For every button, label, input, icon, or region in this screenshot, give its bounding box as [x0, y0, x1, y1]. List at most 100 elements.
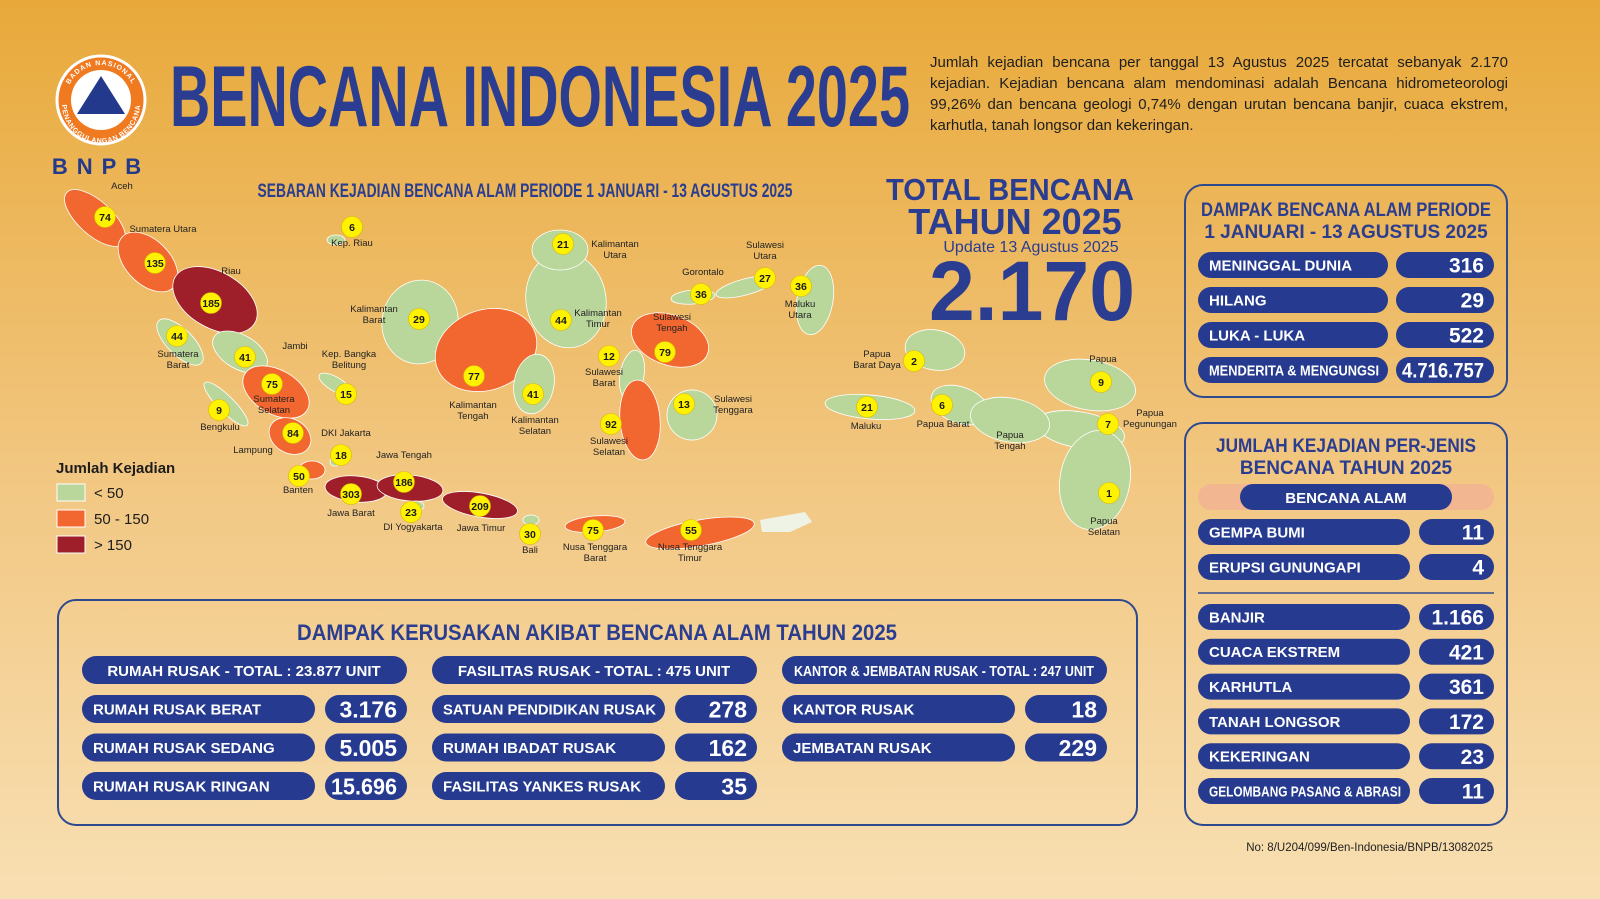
- row-value-pill: [1419, 708, 1494, 735]
- count-label: 9: [1098, 377, 1104, 389]
- province-label: Jawa Barat: [327, 508, 375, 519]
- row-value: 35: [721, 773, 747, 799]
- impact-title: DAMPAK BENCANA ALAM PERIODE: [1201, 200, 1491, 221]
- row-label-pill: [1198, 638, 1410, 665]
- count-label: 36: [695, 289, 707, 301]
- count-label: 75: [587, 525, 599, 537]
- row-value-pill: [1419, 554, 1494, 580]
- count-badge: [598, 345, 620, 367]
- province-label-line: Maluku: [785, 299, 816, 310]
- row-value-pill: [675, 695, 757, 723]
- row-value-pill: [1419, 778, 1494, 804]
- row-value-pill: [675, 772, 757, 800]
- events-subheader: BENCANA ALAM: [1285, 490, 1406, 507]
- row-value-pill: [1419, 743, 1494, 770]
- count-badge: [1097, 413, 1119, 435]
- province-label: Papua Barat Daya: [853, 349, 901, 371]
- row-label-pill: [82, 695, 315, 723]
- province-label: Papua: [1089, 354, 1117, 365]
- row-value: 29: [1461, 290, 1484, 313]
- row-label-pill: [1198, 673, 1410, 700]
- province-label-line: Sulawesi: [746, 240, 784, 251]
- province-label: DI Yogyakarta: [383, 522, 443, 533]
- row-label-pill: [1198, 322, 1388, 348]
- province-label: Riau: [221, 266, 241, 277]
- count-label: 44: [555, 315, 567, 327]
- count-label: 9: [216, 405, 222, 417]
- count-label: 84: [287, 428, 299, 440]
- impact-title: 1 JANUARI - 13 AGUSTUS 2025: [1204, 222, 1488, 243]
- events-title: BENCANA TAHUN 2025: [1240, 458, 1453, 479]
- count-badge: [144, 252, 166, 274]
- province-label: Sumatera Utara: [129, 224, 197, 235]
- row-value-pill: [1419, 604, 1494, 630]
- count-label: 13: [678, 399, 690, 411]
- count-label: 12: [603, 351, 615, 363]
- count-badge: [856, 396, 878, 418]
- province-label: Jawa Timur: [457, 523, 506, 534]
- province-label-line: Barat: [167, 360, 190, 371]
- province-label-line: Nusa Tenggara: [563, 542, 628, 553]
- province-label: Sumatera Barat: [157, 349, 199, 371]
- row-value: 18: [1071, 696, 1097, 722]
- row-label-pill: [1198, 287, 1388, 313]
- province-label: Sulawesi Tenggara: [713, 394, 753, 416]
- legend-swatch: [56, 535, 86, 554]
- row-value-pill: [675, 733, 757, 762]
- count-badge: [288, 465, 310, 487]
- province-shape: [970, 396, 1050, 444]
- province-label: Jambi: [282, 341, 307, 352]
- province-label: Bengkulu: [200, 422, 240, 433]
- count-label: 75: [266, 379, 278, 391]
- count-label: 185: [202, 298, 220, 310]
- row-label: RUMAH RUSAK RINGAN: [93, 778, 270, 795]
- province-label: Maluku Utara: [785, 299, 816, 321]
- row-label: RUMAH RUSAK SEDANG: [93, 740, 275, 757]
- province-label: Banten: [283, 485, 313, 496]
- row-label: MENDERITA & MENGUNGSI: [1209, 362, 1379, 379]
- row-label-pill: [1198, 252, 1388, 278]
- province-label: Kalimantan Tengah: [449, 400, 497, 422]
- summary: Jumlah kejadian bencana per tanggal 13 A…: [930, 54, 1508, 134]
- count-label: 303: [342, 489, 360, 501]
- count-badge: [903, 350, 925, 372]
- row-value: 522: [1449, 325, 1484, 348]
- province-label-line: Utara: [603, 250, 627, 261]
- count-badge: [582, 519, 604, 541]
- province-label-line: Selatan: [258, 405, 290, 416]
- province-shape: [326, 234, 346, 246]
- province-label-line: Sumatera: [253, 394, 295, 405]
- count-badge: [552, 233, 574, 255]
- count-badge: [335, 383, 357, 405]
- damage-header-pill: [82, 656, 407, 684]
- row-value-pill: [1396, 322, 1494, 348]
- count-badge: [340, 483, 362, 505]
- row-label: ERUPSI GUNUNGAPI: [1209, 559, 1361, 576]
- page-title: BENCANA INDONESIA 2025: [170, 49, 910, 145]
- count-badge: [408, 308, 430, 330]
- legend-swatch: [56, 509, 86, 528]
- row-value: 5.005: [339, 735, 397, 761]
- row-value-pill: [1025, 695, 1107, 723]
- province-label-line: Kalimantan: [574, 308, 622, 319]
- province-label-line: Barat Daya: [853, 360, 901, 371]
- province-label-line: Papua: [1136, 408, 1164, 419]
- count-label: 21: [861, 402, 873, 414]
- count-label: 44: [171, 331, 183, 343]
- count-badge: [522, 383, 544, 405]
- footer-code: No: 8/U204/099/Ben-Indonesia/BNPB/130820…: [1246, 842, 1493, 854]
- row-value-pill: [1396, 252, 1494, 278]
- row-label: RUMAH RUSAK BERAT: [93, 701, 261, 718]
- count-badge: [393, 471, 415, 493]
- count-label: 1: [1106, 488, 1112, 500]
- province-label-line: Tenggara: [713, 405, 753, 416]
- count-badge: [261, 373, 283, 395]
- count-badge: [790, 275, 812, 297]
- province-label: Aceh: [111, 181, 133, 192]
- province-label: Kep. Riau: [331, 238, 373, 249]
- row-label-pill: [1198, 357, 1388, 383]
- row-label: SATUAN PENDIDIKAN RUSAK: [443, 701, 656, 718]
- province-label: Sulawesi Selatan: [590, 436, 628, 458]
- count-badge: [654, 341, 676, 363]
